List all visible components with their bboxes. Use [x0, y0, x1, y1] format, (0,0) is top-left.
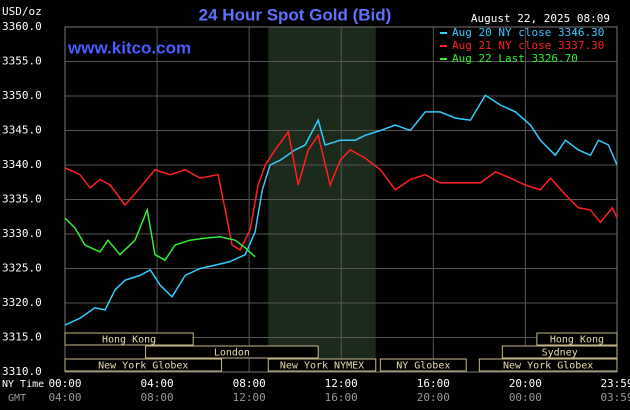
- legend-label: Aug 21 NY close 3337.30: [452, 39, 604, 52]
- x-tick-label: 23:59: [600, 377, 630, 390]
- x-tick-label: 12:00: [325, 377, 358, 390]
- session-label: London: [214, 348, 250, 359]
- session-label: Hong Kong: [550, 335, 604, 346]
- gmt-tick-label: 00:00: [509, 391, 542, 404]
- session-box: [478, 358, 618, 372]
- session-label: NY Globex: [396, 361, 450, 372]
- gmt-tick-label: 04:00: [48, 391, 81, 404]
- session-box: [536, 332, 618, 346]
- x-tick-label: 00:00: [48, 377, 81, 390]
- watermark: www.kitco.com: [67, 38, 191, 57]
- y-tick-label: 3315.0: [2, 331, 42, 344]
- gmt-tick-label: 08:00: [141, 391, 174, 404]
- plot-frame: [64, 26, 618, 373]
- series-line: [64, 94, 618, 326]
- gmt-tick-label: 16:00: [325, 391, 358, 404]
- gmt-tick-label: 20:00: [417, 391, 450, 404]
- session-box: [267, 358, 377, 372]
- session-box: [64, 332, 194, 346]
- session-label: New York Globex: [503, 361, 593, 372]
- gmt-tick-label: 12:00: [233, 391, 266, 404]
- session-box: [145, 345, 319, 359]
- y-tick-label: 3310.0: [2, 365, 42, 378]
- plot: [64, 26, 618, 373]
- timestamp: August 22, 2025 08:09: [471, 12, 610, 25]
- session-box: [501, 345, 618, 359]
- x2-label: GMT: [8, 393, 26, 404]
- session-label: Sydney: [542, 348, 578, 359]
- gmt-tick-label: 03:59: [600, 391, 630, 404]
- y-tick-label: 3335.0: [2, 193, 42, 206]
- x-tick-label: 16:00: [417, 377, 450, 390]
- x-tick-label: 20:00: [509, 377, 542, 390]
- y-tick-label: 3320.0: [2, 296, 42, 309]
- y-tick-label: 3325.0: [2, 262, 42, 275]
- legend-label: Aug 22 Last 3326.70: [452, 52, 578, 65]
- series-line: [64, 207, 256, 262]
- x-tick-label: 08:00: [233, 377, 266, 390]
- y-tick-label: 3360.0: [2, 20, 42, 33]
- session-box: [379, 358, 467, 372]
- x-label: NY Time: [2, 379, 44, 390]
- session-box: [64, 358, 223, 372]
- series-line: [64, 130, 618, 251]
- legend-label: Aug 20 NY close 3346.30: [452, 26, 604, 39]
- session-label: Hong Kong: [102, 335, 156, 346]
- y-tick-label: 3340.0: [2, 158, 42, 171]
- y-tick-label: 3350.0: [2, 89, 42, 102]
- y-tick-label: 3330.0: [2, 227, 42, 240]
- session-label: New York NYMEX: [280, 361, 364, 372]
- y-tick-label: 3355.0: [2, 55, 42, 68]
- y-unit: USD/oz: [2, 5, 42, 18]
- session-label: New York Globex: [98, 361, 188, 372]
- chart-title: 24 Hour Spot Gold (Bid): [199, 5, 392, 24]
- y-tick-label: 3345.0: [2, 124, 42, 137]
- x-tick-label: 04:00: [141, 377, 174, 390]
